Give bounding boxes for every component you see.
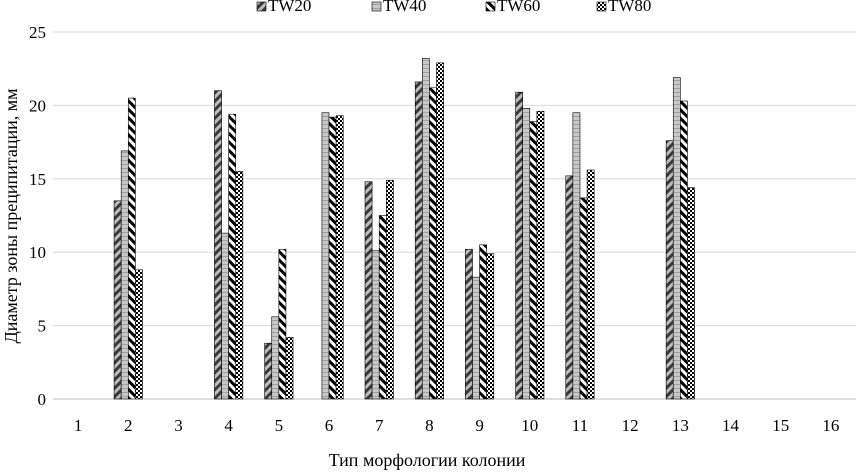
x-tick-label: 4 bbox=[224, 416, 233, 435]
x-tick-label: 1 bbox=[74, 416, 83, 435]
x-tick-label: 10 bbox=[521, 416, 538, 435]
bar-tw60-2 bbox=[127, 97, 136, 400]
legend-swatch-tw20 bbox=[256, 1, 267, 12]
legend: TW20 TW40 TW60 TW80 bbox=[256, 0, 651, 15]
legend-label-tw20: TW20 bbox=[268, 0, 311, 15]
bars bbox=[113, 58, 695, 400]
y-tick-label: 25 bbox=[29, 23, 46, 42]
y-tick-labels: 0 5 10 15 20 25 bbox=[29, 23, 46, 409]
gridlines bbox=[53, 31, 856, 400]
bar-tw20-7 bbox=[364, 181, 373, 400]
legend-label-tw40: TW40 bbox=[383, 0, 426, 15]
bar-tw20-10 bbox=[515, 91, 523, 400]
x-tick-label: 7 bbox=[375, 416, 384, 435]
bar-tw60-6 bbox=[328, 116, 337, 400]
x-tick-label: 2 bbox=[124, 416, 133, 435]
bar-tw60-10 bbox=[529, 121, 538, 400]
x-tick-label: 12 bbox=[622, 416, 639, 435]
bar-tw20-8 bbox=[414, 81, 423, 400]
bar-tw80-4 bbox=[235, 171, 244, 400]
bar-tw40-5 bbox=[271, 316, 280, 400]
x-tick-label: 9 bbox=[475, 416, 484, 435]
bar-tw20-2 bbox=[113, 200, 122, 400]
legend-label-tw80: TW80 bbox=[608, 0, 651, 15]
y-tick-label: 0 bbox=[38, 390, 47, 409]
bar-tw80-6 bbox=[335, 115, 344, 400]
x-tick-label: 13 bbox=[672, 416, 689, 435]
y-tick-label: 15 bbox=[29, 170, 46, 189]
bar-tw80-13 bbox=[687, 187, 695, 400]
legend-swatch-tw80 bbox=[596, 1, 607, 12]
x-tick-labels: 1 2 3 4 5 6 7 8 9 10 11 12 13 14 15 16 bbox=[74, 416, 840, 435]
x-tick-label: 3 bbox=[174, 416, 183, 435]
bar-tw80-2 bbox=[135, 269, 143, 400]
x-axis-title: Тип морфологии колонии bbox=[329, 450, 526, 470]
x-tick-label: 11 bbox=[572, 416, 588, 435]
x-tick-label: 5 bbox=[275, 416, 284, 435]
bar-tw60-4 bbox=[228, 113, 237, 400]
bar-tw40-7 bbox=[371, 250, 380, 400]
bar-tw60-9 bbox=[479, 244, 487, 400]
bar-tw20-9 bbox=[465, 248, 473, 400]
bar-tw40-6 bbox=[321, 112, 330, 400]
x-tick-label: 14 bbox=[722, 416, 740, 435]
bar-tw80-11 bbox=[586, 169, 595, 400]
bar-tw60-7 bbox=[378, 215, 387, 400]
bar-tw40-8 bbox=[422, 58, 430, 400]
y-tick-label: 10 bbox=[29, 243, 46, 262]
y-tick-label: 20 bbox=[29, 96, 46, 115]
bar-tw40-2 bbox=[120, 150, 129, 400]
x-tick-label: 16 bbox=[822, 416, 839, 435]
legend-label-tw60: TW60 bbox=[497, 0, 540, 15]
bar-tw20-11 bbox=[565, 175, 574, 400]
bar-tw60-5 bbox=[278, 248, 287, 400]
bar-tw40-11 bbox=[572, 112, 581, 400]
bar-tw20-5 bbox=[264, 342, 273, 400]
bar-tw60-13 bbox=[680, 100, 688, 400]
bar-tw60-8 bbox=[429, 87, 437, 400]
y-tick-label: 5 bbox=[38, 317, 47, 336]
bar-tw20-13 bbox=[665, 140, 674, 400]
bar-tw80-5 bbox=[285, 337, 294, 400]
bar-tw60-11 bbox=[579, 197, 588, 400]
x-tick-label: 15 bbox=[772, 416, 789, 435]
bar-tw80-7 bbox=[386, 179, 394, 400]
bar-tw40-13 bbox=[672, 77, 681, 400]
bar-tw80-8 bbox=[436, 62, 444, 400]
bar-tw20-4 bbox=[214, 90, 222, 400]
bar-tw40-10 bbox=[522, 108, 531, 400]
bar-tw80-10 bbox=[536, 110, 545, 400]
bar-tw40-9 bbox=[472, 276, 480, 400]
y-axis-title: Диаметр зоны преципитации, мм bbox=[1, 88, 21, 343]
legend-swatch-tw40 bbox=[371, 1, 382, 12]
legend-swatch-tw60 bbox=[485, 1, 496, 12]
bar-tw80-9 bbox=[486, 253, 495, 400]
x-tick-label: 8 bbox=[425, 416, 434, 435]
x-tick-label: 6 bbox=[325, 416, 334, 435]
bar-tw40-4 bbox=[221, 232, 229, 400]
